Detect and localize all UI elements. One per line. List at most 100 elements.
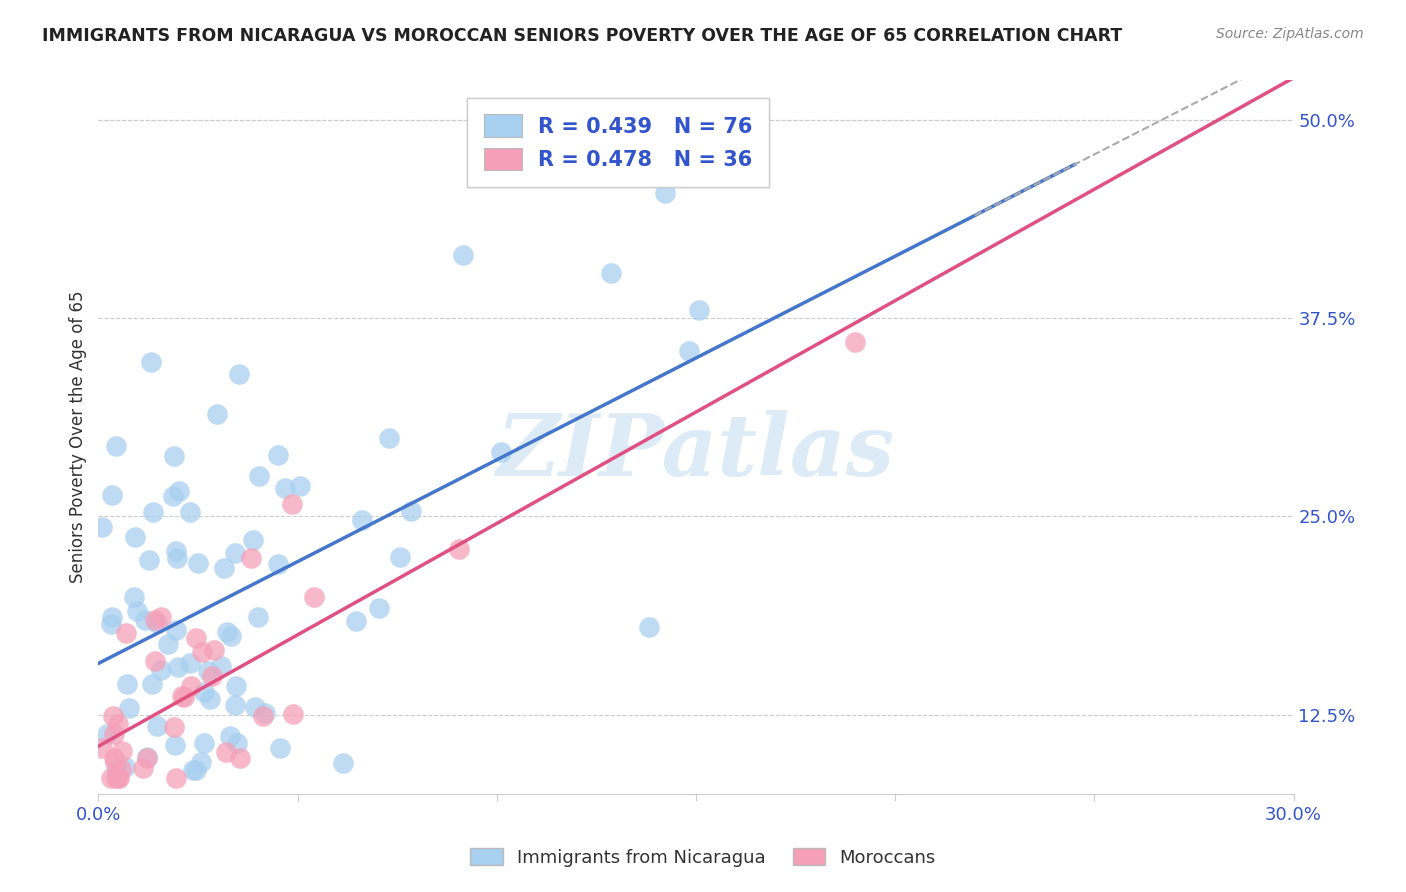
- Text: ZIPatlas: ZIPatlas: [496, 409, 896, 493]
- Y-axis label: Seniors Poverty Over the Age of 65: Seniors Poverty Over the Age of 65: [69, 291, 87, 583]
- Point: [229, 751, 252, 765]
- Point: [266, 558, 288, 572]
- Point: [117, 701, 139, 715]
- Point: [197, 664, 219, 678]
- Point: [201, 668, 224, 682]
- Point: [91, 520, 114, 534]
- Point: [166, 550, 188, 565]
- Point: [451, 248, 474, 262]
- Point: [281, 706, 304, 721]
- Point: [142, 505, 165, 519]
- Point: [249, 468, 271, 483]
- Point: [134, 614, 156, 628]
- Point: [105, 771, 128, 785]
- Point: [103, 727, 125, 741]
- Point: [205, 408, 228, 422]
- Point: [304, 590, 326, 604]
- Point: [165, 771, 187, 785]
- Point: [132, 761, 155, 775]
- Point: [678, 343, 700, 358]
- Point: [242, 533, 264, 547]
- Point: [111, 744, 134, 758]
- Point: [209, 658, 232, 673]
- Point: [202, 643, 225, 657]
- Point: [162, 489, 184, 503]
- Point: [224, 698, 246, 713]
- Point: [103, 750, 125, 764]
- Point: [135, 750, 157, 764]
- Point: [91, 740, 114, 755]
- Point: [150, 610, 173, 624]
- Point: [108, 771, 131, 785]
- Point: [145, 613, 167, 627]
- Point: [172, 689, 194, 703]
- Point: [173, 690, 195, 705]
- Point: [135, 751, 157, 765]
- Legend: Immigrants from Nicaragua, Moroccans: Immigrants from Nicaragua, Moroccans: [463, 841, 943, 874]
- Point: [141, 677, 163, 691]
- Point: [654, 186, 676, 200]
- Point: [146, 616, 169, 631]
- Point: [190, 755, 212, 769]
- Point: [332, 756, 354, 771]
- Point: [115, 626, 138, 640]
- Point: [186, 631, 208, 645]
- Point: [193, 736, 215, 750]
- Point: [124, 590, 146, 604]
- Point: [115, 677, 138, 691]
- Point: [110, 762, 132, 776]
- Text: Source: ZipAtlas.com: Source: ZipAtlas.com: [1216, 27, 1364, 41]
- Point: [180, 679, 202, 693]
- Point: [100, 771, 122, 785]
- Point: [146, 718, 169, 732]
- Point: [215, 745, 238, 759]
- Point: [143, 654, 166, 668]
- Point: [163, 449, 186, 463]
- Point: [193, 685, 215, 699]
- Text: IMMIGRANTS FROM NICARAGUA VS MOROCCAN SENIORS POVERTY OVER THE AGE OF 65 CORRELA: IMMIGRANTS FROM NICARAGUA VS MOROCCAN SE…: [42, 27, 1122, 45]
- Point: [100, 617, 122, 632]
- Point: [368, 601, 391, 615]
- Point: [104, 763, 127, 777]
- Point: [96, 727, 118, 741]
- Point: [101, 709, 124, 723]
- Point: [212, 561, 235, 575]
- Point: [127, 604, 149, 618]
- Point: [184, 763, 207, 777]
- Point: [163, 720, 186, 734]
- Point: [489, 445, 512, 459]
- Point: [688, 302, 710, 317]
- Point: [198, 692, 221, 706]
- Point: [389, 550, 412, 565]
- Point: [190, 645, 212, 659]
- Point: [101, 610, 124, 624]
- Point: [228, 367, 250, 381]
- Point: [101, 488, 124, 502]
- Point: [239, 550, 262, 565]
- Point: [124, 530, 146, 544]
- Point: [226, 736, 249, 750]
- Point: [267, 448, 290, 462]
- Point: [150, 663, 173, 677]
- Point: [225, 679, 247, 693]
- Point: [243, 699, 266, 714]
- Point: [166, 659, 188, 673]
- Point: [844, 334, 866, 349]
- Point: [600, 266, 623, 280]
- Point: [165, 544, 187, 558]
- Point: [104, 756, 127, 770]
- Point: [139, 354, 162, 368]
- Point: [638, 620, 661, 634]
- Legend: R = 0.439   N = 76, R = 0.478   N = 36: R = 0.439 N = 76, R = 0.478 N = 36: [467, 98, 769, 187]
- Point: [224, 546, 246, 560]
- Point: [269, 741, 291, 756]
- Point: [219, 730, 242, 744]
- Point: [114, 760, 136, 774]
- Point: [107, 716, 129, 731]
- Point: [399, 504, 422, 518]
- Point: [281, 497, 304, 511]
- Point: [165, 738, 187, 752]
- Point: [344, 615, 367, 629]
- Point: [156, 637, 179, 651]
- Point: [378, 431, 401, 445]
